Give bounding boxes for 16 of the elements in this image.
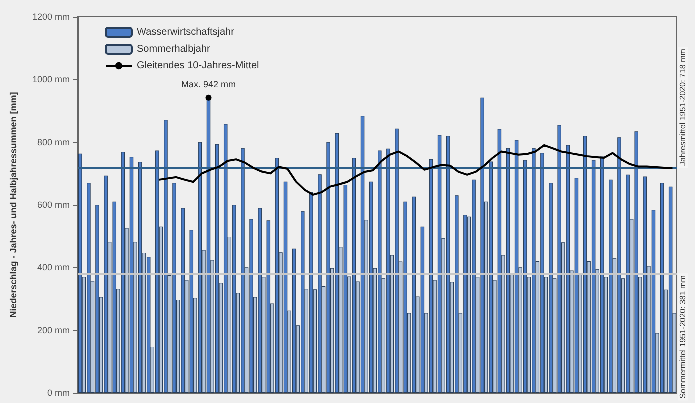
y-tick-label: 1000 mm (32, 74, 70, 85)
ref-line-label: Sommermittel 1951-2020: 381 mm (678, 275, 688, 399)
line-series (158, 144, 674, 196)
ref-line-label: Jahresmittel 1951-2020: 718 mm (678, 48, 688, 166)
annotation: Max. 942 mm (181, 79, 236, 90)
y-tick-label: 600 mm (37, 200, 70, 210)
y-tick-label: 200 mm (37, 325, 70, 336)
y-tick-label: 800 mm (37, 137, 70, 148)
y-tick-label: 400 mm (37, 262, 70, 273)
bar (78, 154, 82, 393)
legend-label: Gleitendes 10-Jahres-Mittel (137, 60, 260, 72)
y-tick-label: 1200 mm (32, 12, 70, 22)
legend-label: Sommerhalbjahr (137, 44, 212, 55)
y-tick-label: 0 mm (48, 388, 70, 398)
legend-label: Wasserwirtschaftsjahr (137, 27, 236, 38)
y-axis-title: Niederschlag - Jahres- und Halbjahressummen [mm] (8, 92, 18, 318)
